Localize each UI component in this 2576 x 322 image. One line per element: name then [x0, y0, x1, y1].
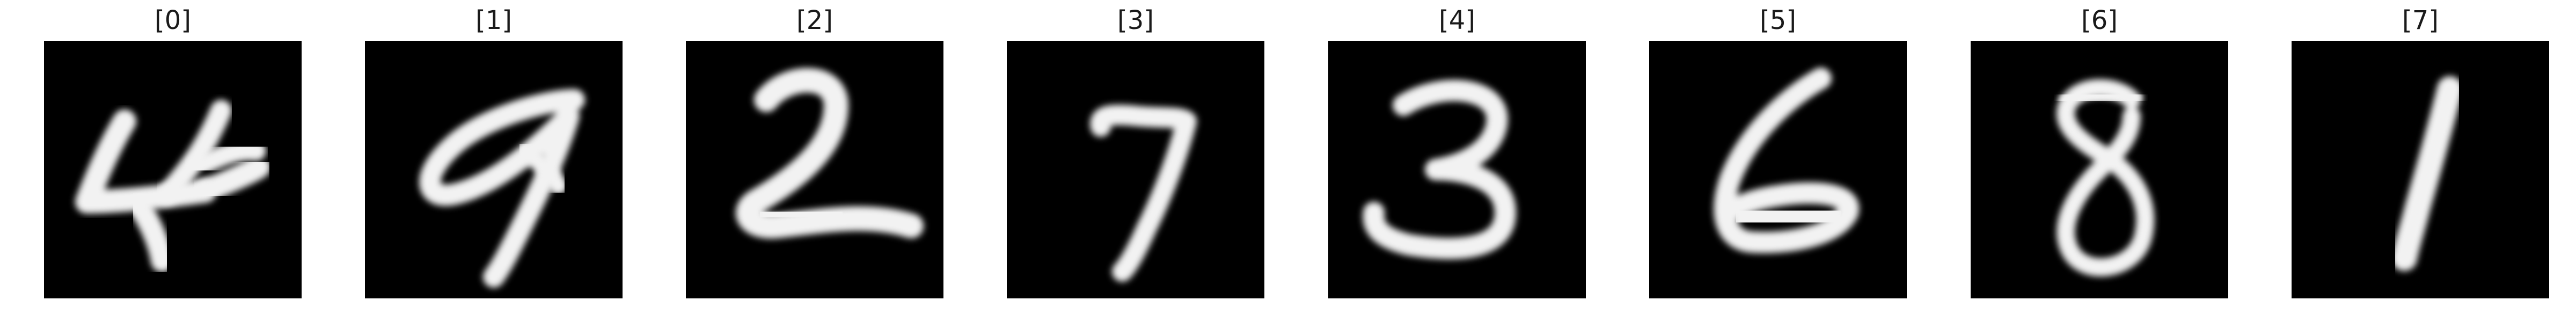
handwritten-digit-6-icon [1714, 68, 1860, 253]
handwritten-digit-4-icon [75, 100, 270, 272]
panel-title-6: [6] [2081, 5, 2118, 35]
panel-title-2: [2] [796, 5, 833, 35]
handwritten-digit-3-icon [1363, 79, 1516, 259]
panel-title-5: [5] [1760, 5, 1796, 35]
digit-image-4 [1328, 41, 1586, 298]
digit-image-2 [686, 41, 943, 298]
panel-title-1: [1] [475, 5, 512, 35]
handwritten-digit-7-icon [1090, 105, 1197, 282]
digit-image-1 [365, 41, 623, 298]
image-panel-6: [6] [1971, 0, 2228, 322]
digit-image-3 [1007, 41, 1264, 298]
image-panel-5: [5] [1649, 0, 1907, 322]
handwritten-digit-8-icon [2057, 79, 2155, 276]
digit-image-0 [44, 41, 302, 298]
image-panel-3: [3] [1007, 0, 1264, 322]
panel-title-0: [0] [155, 5, 191, 35]
handwritten-digit-1-icon [2391, 76, 2463, 271]
digit-image-7 [2292, 41, 2549, 298]
image-panel-4: [4] [1328, 0, 1586, 322]
image-panel-2: [2] [686, 0, 943, 322]
handwritten-digit-9-icon [419, 89, 585, 288]
panel-title-3: [3] [1117, 5, 1154, 35]
panel-title-4: [4] [1439, 5, 1475, 35]
digit-image-6 [1971, 41, 2228, 298]
digit-image-5 [1649, 41, 1907, 298]
image-panel-7: [7] [2292, 0, 2549, 322]
image-panel-1: [1] [365, 0, 623, 322]
panel-title-7: [7] [2402, 5, 2439, 35]
handwritten-digit-2-icon [736, 68, 924, 239]
image-panel-0: [0] [44, 0, 302, 322]
